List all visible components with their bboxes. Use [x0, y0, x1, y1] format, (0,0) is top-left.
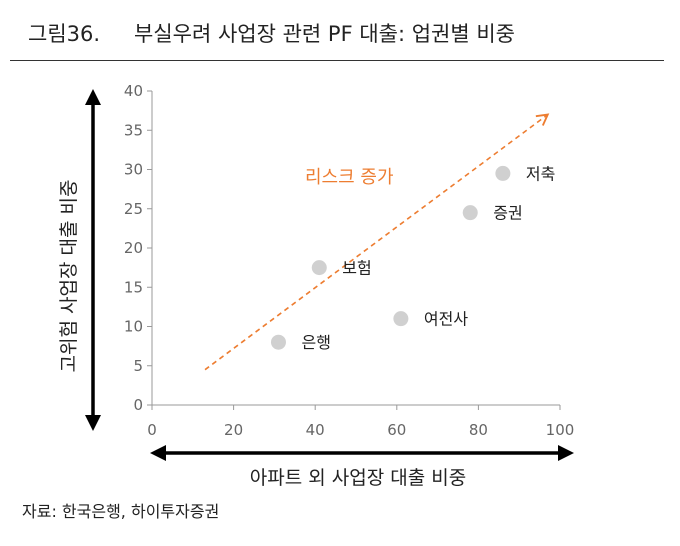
data-point-label: 보험 [342, 259, 371, 278]
x-tick-label: 20 [224, 421, 243, 439]
x-ticks: 0 20 40 60 80 100 [147, 405, 574, 439]
data-point [393, 311, 409, 327]
y-tick-label: 25 [124, 200, 143, 218]
y-tick-label: 35 [124, 121, 143, 139]
figure-number: 그림36. [28, 22, 101, 46]
figure-title: 부실우려 사업장 관련 PF 대출: 업권별 비중 [134, 22, 515, 46]
axes [151, 91, 560, 406]
y-tick-label: 20 [124, 239, 143, 257]
data-point [462, 205, 478, 221]
data-point [311, 260, 327, 276]
y-tick-label: 5 [133, 357, 143, 375]
y-tick-label: 30 [124, 161, 143, 179]
x-axis-label: 아파트 외 사업장 대출 비중 [250, 467, 466, 489]
y-tick-label: 0 [133, 396, 143, 414]
source-note: 자료: 한국은행, 하이투자증권 [22, 502, 220, 521]
data-point [495, 165, 511, 181]
data-point-label: 여전사 [424, 310, 468, 329]
y-axis-label: 고위험 사업장 대출 비중 [58, 180, 80, 373]
figure-header: 그림36. 부실우려 사업장 관련 PF 대출: 업권별 비중 [28, 18, 658, 50]
data-point [270, 334, 286, 350]
x-tick-label: 40 [306, 421, 325, 439]
y-tick-label: 15 [124, 278, 143, 296]
x-tick-label: 0 [147, 421, 157, 439]
x-tick-label: 80 [469, 421, 488, 439]
y-ticks: 0 5 10 15 20 25 30 35 40 [124, 82, 152, 414]
data-point-label: 증권 [493, 204, 522, 223]
trend-label: 리스크 증가 [305, 167, 394, 188]
header-divider [10, 60, 664, 61]
y-tick-label: 40 [124, 82, 143, 100]
data-point-label: 저축 [526, 164, 555, 183]
data-point-label: 은행 [301, 333, 330, 352]
y-tick-label: 10 [124, 318, 143, 336]
trend-arrow [204, 113, 550, 371]
x-tick-label: 60 [387, 421, 406, 439]
x-tick-label: 100 [546, 421, 575, 439]
